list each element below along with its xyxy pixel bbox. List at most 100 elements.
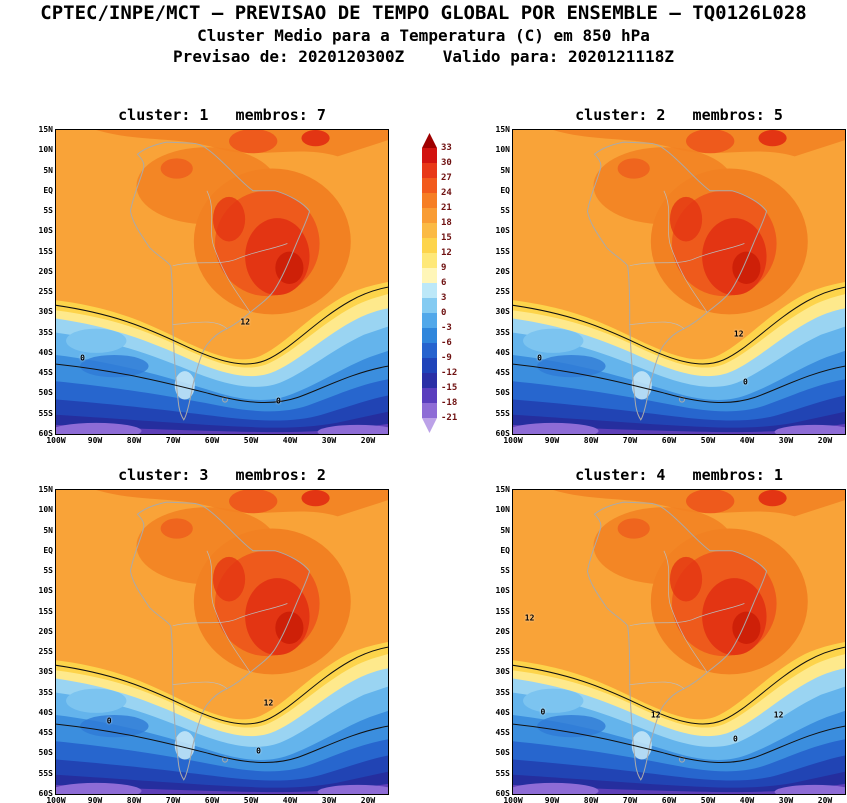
map-frame: 15N 10N 5N EQ 5S 10S 15S 20S 25S 30S 35S 40S 45S 50S 5… [496,485,846,803]
lat-tick-label: 25S [495,287,510,297]
colorbar-label: 3 [441,293,447,303]
lat-tick-label: EQ [500,185,510,195]
lat-tick-label: EQ [500,545,510,555]
lon-tick-label: 40W [282,436,298,445]
lat-tick-label: 25S [38,287,53,297]
lon-tick-label: 60W [661,796,677,803]
lat-tick-label: 60S [495,789,510,798]
colorbar-label: 18 [441,218,452,228]
lat-tick-label: 35S [495,327,510,337]
colorbar-segment [422,343,437,358]
lat-tick-label: 35S [38,687,53,697]
colorbar-label: -6 [441,338,452,348]
lon-tick-label: 40W [282,796,298,803]
lat-tick-label: 10S [495,586,510,596]
lat-tick-label: 15S [495,606,510,616]
colorbar-segment [422,133,437,148]
lat-tick-label: 5N [500,165,510,175]
lon-tick-label: 50W [243,436,259,445]
colorbar-label: 27 [441,173,452,183]
temperature-map: 12 0 12 12 0 [513,490,845,794]
lat-tick-label: 55S [38,408,53,418]
colorbar: 33 30 27 24 21 18 15 12 9 6 3 0 -3 -6 -9 -12 -15 -18 -21 [422,133,474,433]
colorbar-label: 33 [441,143,452,153]
lon-tick-label: 40W [739,796,755,803]
chart-header: CPTEC/INPE/MCT — PREVISAO DE TEMPO GLOBA… [0,2,847,67]
panel-cluster-3: cluster: 3 membros: 2 15N 10N 5N EQ 5S 10S 15S… [30,466,389,803]
temperature-field-svg [56,490,388,794]
lat-tick-label: 60S [495,429,510,438]
lon-tick-label: 80W [583,796,599,803]
lat-tick-label: 50S [38,388,53,398]
lon-tick-label: 80W [583,436,599,445]
map-frame: 15N 10N 5N EQ 5S 10S 15S 20S 25S 30S 35S 40S 45S 50S 5… [39,485,389,803]
lat-tick-label: 5S [43,206,53,216]
lon-tick-label: 20W [360,796,376,803]
colorbar-segment [422,223,437,238]
lon-tick-label: 100W [503,436,523,445]
colorbar-segments [422,133,437,433]
lat-tick-label: 30S [38,667,53,677]
lat-tick-label: 30S [38,307,53,317]
lon-tick-label: 70W [622,796,638,803]
panel-cluster-1: cluster: 1 membros: 7 15N 10N 5N EQ 5S 10S 15S… [30,106,389,446]
lat-tick-label: 30S [495,667,510,677]
lat-tick-label: 5S [500,206,510,216]
colorbar-label: 9 [441,263,447,273]
colorbar-label: -3 [441,323,452,333]
lon-tick-label: 50W [700,796,716,803]
lat-tick-label: 10N [495,505,510,515]
lat-tick-label: 5N [500,525,510,535]
temperature-field-svg [56,130,388,434]
lat-tick-label: 50S [495,388,510,398]
colorbar-segment [422,193,437,208]
lon-axis: 100W 90W 80W 70W 60W 50W 40W 30W 20W [503,435,845,446]
lat-tick-label: EQ [43,545,53,555]
colorbar-label: -18 [441,398,458,408]
map-frame: 15N 10N 5N EQ 5S 10S 15S 20S 25S 30S 35S 40S 45S 50S 5… [39,125,389,445]
lat-tick-label: 15N [38,125,53,134]
chart-subtitle: Cluster Medio para a Temperatura (C) em … [197,26,650,45]
panel-title: cluster: 1 membros: 7 [118,106,326,124]
lat-tick-label: 25S [38,647,53,657]
colorbar-label: 0 [441,308,447,318]
lat-tick-label: 55S [495,408,510,418]
lon-tick-label: 80W [126,796,142,803]
temperature-field-svg [513,130,845,434]
lon-tick-label: 40W [739,436,755,445]
lat-axis: 15N 10N 5N EQ 5S 10S 15S 20S 25S 30S 35S 40S 45S 50S 5… [30,485,54,798]
colorbar-segment [422,148,437,163]
lat-tick-label: 5S [500,566,510,576]
lon-tick-label: 70W [165,436,181,445]
lon-tick-label: 90W [544,796,560,803]
colorbar-segment [422,238,437,253]
lon-tick-label: 70W [622,436,638,445]
panel-cluster-2: cluster: 2 membros: 5 15N 10N 5N EQ 5S 10S 15S… [487,106,846,446]
temperature-map: 12 0 0 [56,490,388,794]
lon-tick-label: 90W [87,436,103,445]
lat-tick-label: 60S [38,429,53,438]
lat-tick-label: 15N [495,125,510,134]
colorbar-label: -15 [441,383,458,393]
lon-tick-label: 70W [165,796,181,803]
lat-tick-label: 30S [495,307,510,317]
colorbar-segment [422,253,437,268]
colorbar-label: 21 [441,203,452,213]
lat-tick-label: 15N [495,485,510,494]
colorbar-segment [422,418,437,433]
lon-axis: 100W 90W 80W 70W 60W 50W 40W 30W 20W [46,435,388,446]
temperature-map: 12 0 0 [56,130,388,434]
lat-tick-label: 50S [38,748,53,758]
lat-axis: 15N 10N 5N EQ 5S 10S 15S 20S 25S 30S 35S 40S 45S 50S 5… [487,485,511,798]
lat-tick-label: 40S [495,347,510,357]
colorbar-label: -9 [441,353,452,363]
lat-tick-label: 55S [495,768,510,778]
lat-tick-label: 5N [43,525,53,535]
panel-title: cluster: 3 membros: 2 [118,466,326,484]
colorbar-label: 24 [441,188,452,198]
lon-tick-label: 100W [503,796,523,803]
colorbar-segment [422,328,437,343]
panel-cluster-4: cluster: 4 membros: 1 15N 10N 5N EQ 5S 10S 15S… [487,466,846,803]
lat-tick-label: 10S [38,586,53,596]
colorbar-label: 12 [441,248,452,258]
